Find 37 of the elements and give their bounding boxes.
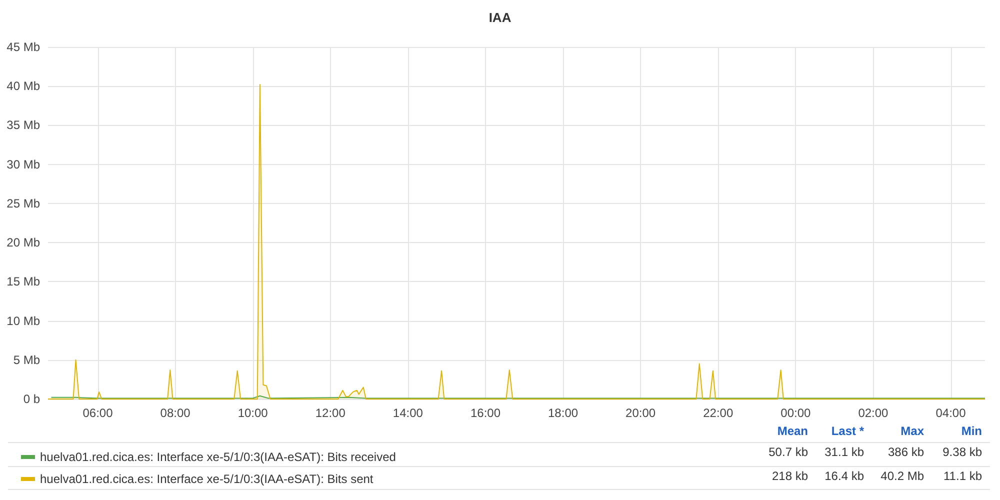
x-tick-label: 20:00 (626, 406, 656, 420)
text: 16.4 kb (824, 469, 864, 483)
y-tick-label: 5 Mb (13, 352, 40, 367)
text: 40.2 Mb (880, 469, 924, 483)
text: 50.7 kb (768, 445, 808, 459)
y-tick-label: 35 Mb (6, 118, 40, 132)
legend-label: huelva01.red.cica.es: Interface xe-5/1/0:3(IAA-eSAT): Bits received (40, 450, 396, 464)
x-tick-label: 12:00 (315, 406, 346, 420)
text: 11.1 kb (944, 469, 982, 483)
text: Max (900, 424, 924, 438)
legend-label: huelva01.red.cica.es: Interface xe-5/1/0:3(IAA-eSAT): Bits sent (40, 472, 374, 486)
text: 31.1 kb (824, 445, 864, 459)
y-tick-label: 25 Mb (6, 196, 40, 210)
text: 9.38 kb (942, 445, 982, 459)
text: 218 kb (772, 469, 808, 483)
y-tick-label: 20 Mb (6, 236, 40, 250)
x-tick-label: 16:00 (470, 406, 501, 420)
text: Mean (777, 424, 808, 438)
text: 386 kb (888, 445, 924, 459)
x-tick-label: 04:00 (936, 406, 966, 420)
y-tick-label: 10 Mb (6, 314, 40, 328)
x-tick-label: 00:00 (780, 406, 811, 420)
y-tick-label: 0 b (23, 392, 40, 406)
x-tick-label: 18:00 (548, 406, 578, 420)
chart-title: IAA (488, 10, 512, 25)
x-tick-label: 10:00 (238, 406, 268, 420)
y-tick-label: 45 Mb (6, 40, 40, 54)
text: Min (961, 424, 982, 438)
y-tick-label: 40 Mb (6, 79, 40, 94)
x-tick-label: 08:00 (160, 406, 191, 420)
x-tick-label: 22:00 (703, 406, 734, 420)
y-tick-label: 30 Mb (6, 157, 40, 172)
x-tick-label: 02:00 (858, 406, 889, 420)
x-tick-label: 06:00 (82, 406, 114, 420)
text: Last * (831, 424, 864, 438)
y-tick-label: 15 Mb (6, 274, 40, 289)
x-tick-label: 14:00 (392, 406, 424, 420)
